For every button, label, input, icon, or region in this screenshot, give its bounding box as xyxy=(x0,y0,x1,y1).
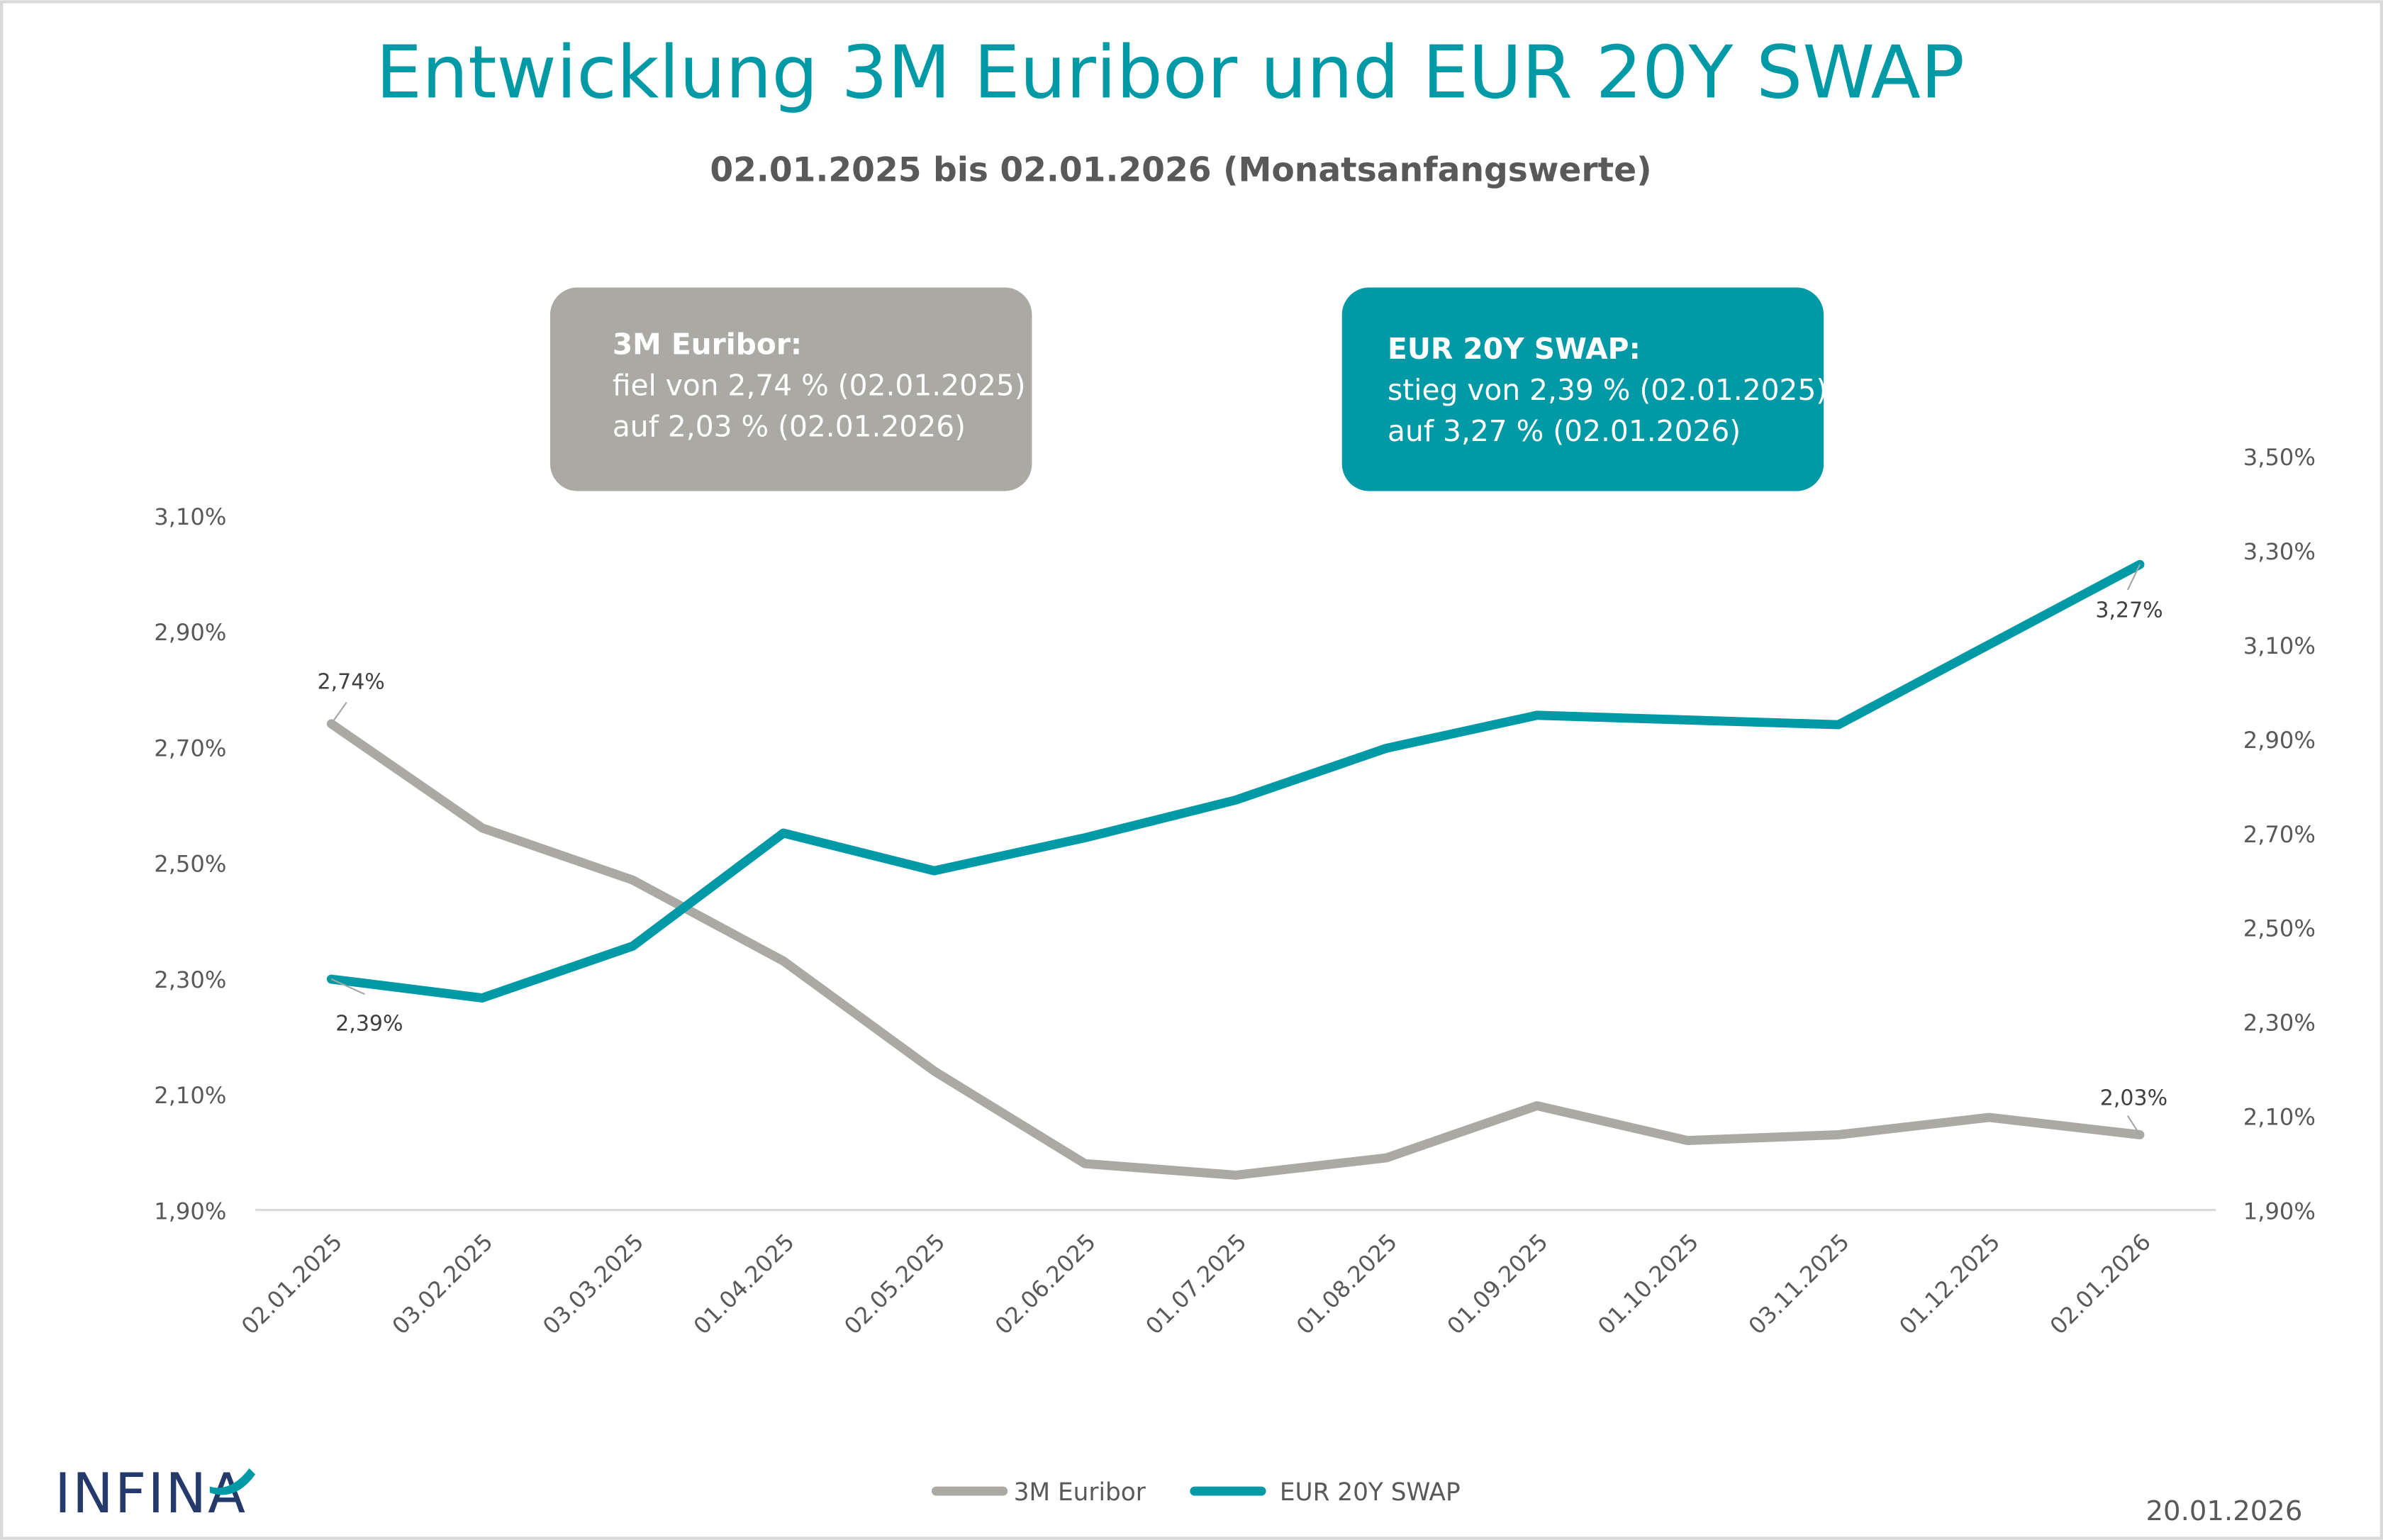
callout-swap: EUR 20Y SWAP: stieg von 2,39 % (02.01.20… xyxy=(1341,287,1827,491)
callout-euribor-line1: fiel von 2,74 % (02.01.2025) xyxy=(613,369,1026,403)
callout-swap-line2: auf 3,27 % (02.01.2026) xyxy=(1388,414,1741,448)
left-axis-tick: 1,90% xyxy=(154,1198,226,1224)
legend-label-swap: EUR 20Y SWAP xyxy=(1280,1478,1461,1507)
callout-swap-box xyxy=(1341,287,1824,491)
data-label-euribor-first: 2,74% xyxy=(317,669,384,694)
data-point xyxy=(1687,719,1689,721)
right-axis-tick: 3,30% xyxy=(2243,538,2316,565)
data-point xyxy=(933,870,935,872)
data-point xyxy=(1988,1116,1990,1119)
data-point xyxy=(782,832,785,835)
logo-text: INFINA xyxy=(55,1462,247,1526)
data-point xyxy=(481,827,483,829)
left-axis-tick: 2,10% xyxy=(154,1082,226,1109)
data-point xyxy=(632,879,634,881)
data-point xyxy=(1837,724,1839,726)
right-axis-tick: 2,10% xyxy=(2243,1104,2316,1131)
data-label-swap-last-leader xyxy=(2126,564,2141,591)
left-axis-tick: 2,50% xyxy=(154,851,226,878)
footer-date: 20.01.2026 xyxy=(2146,1495,2303,1527)
data-point xyxy=(1084,837,1086,839)
data-point xyxy=(782,960,785,962)
data-point xyxy=(1234,1174,1237,1176)
data-point xyxy=(1988,644,1990,646)
data-point xyxy=(632,945,634,947)
data-point xyxy=(1837,1134,1839,1136)
chart-subtitle: 02.01.2025 bis 02.01.2026 (Monatsanfangs… xyxy=(710,150,1651,189)
data-label-euribor-first-leader xyxy=(330,701,347,725)
right-axis-tick: 1,90% xyxy=(2243,1198,2316,1224)
callout-euribor-line2: auf 2,03 % (02.01.2026) xyxy=(613,410,966,444)
data-label-swap-first: 2,39% xyxy=(335,1012,403,1037)
callout-euribor-box xyxy=(549,287,1032,491)
data-point xyxy=(481,997,483,999)
left-axis-tick: 2,90% xyxy=(154,619,226,646)
left-axis-tick: 3,10% xyxy=(154,503,226,530)
right-axis-tick: 2,50% xyxy=(2243,915,2316,942)
infina-logo: INFINA xyxy=(55,1462,256,1526)
right-axis-tick: 3,10% xyxy=(2243,632,2316,659)
callout-swap-title: EUR 20Y SWAP: xyxy=(1388,332,1641,366)
data-label-swap-last: 3,27% xyxy=(2095,598,2162,623)
callout-euribor-title: 3M Euribor: xyxy=(613,328,802,362)
right-axis-tick: 2,90% xyxy=(2243,727,2316,754)
data-point xyxy=(1084,1163,1086,1165)
data-point xyxy=(1536,1105,1538,1107)
callout-euribor: 3M Euribor: fiel von 2,74 % (02.01.2025)… xyxy=(549,287,1032,491)
logo-swoosh-icon xyxy=(209,1468,256,1495)
data-point xyxy=(1234,799,1237,801)
data-label-euribor-last: 2,03% xyxy=(2100,1086,2167,1111)
right-axis-tick: 2,30% xyxy=(2243,1010,2316,1037)
data-point xyxy=(1687,1139,1689,1142)
callout-swap-line1: stieg von 2,39 % (02.01.2025) xyxy=(1388,373,1827,407)
data-point xyxy=(1536,714,1538,716)
data-label-swap-first-leader xyxy=(330,978,365,995)
data-point xyxy=(1385,1157,1388,1159)
chart-title: Entwicklung 3M Euribor und EUR 20Y SWAP xyxy=(376,31,1965,116)
legend-label-euribor: 3M Euribor xyxy=(1014,1478,1146,1507)
legend: 3M Euribor EUR 20Y SWAP xyxy=(931,1478,1461,1507)
right-axis-tick: 3,50% xyxy=(2243,444,2316,471)
data-label-euribor-last-leader xyxy=(2126,1115,2141,1135)
right-axis-tick: 2,70% xyxy=(2243,821,2316,848)
data-point xyxy=(1385,747,1388,749)
data-point xyxy=(933,1070,935,1072)
left-axis-tick: 2,30% xyxy=(154,966,226,993)
left-axis-tick: 2,70% xyxy=(154,735,226,761)
